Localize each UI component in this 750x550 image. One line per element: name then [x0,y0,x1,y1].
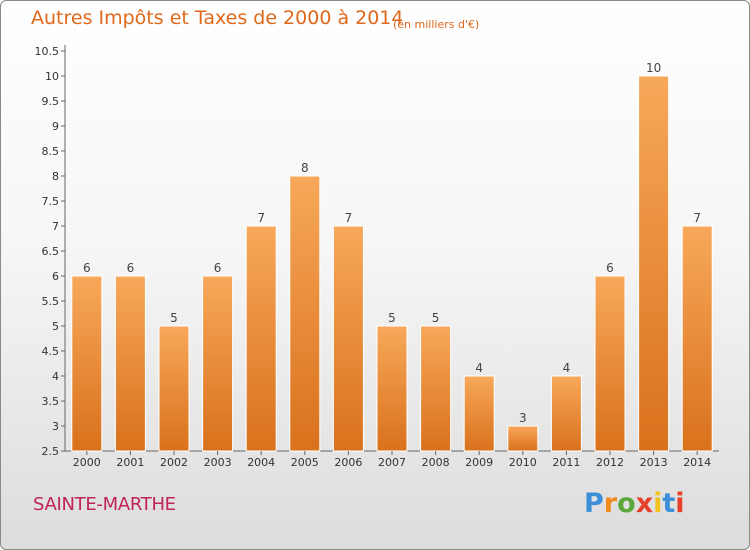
y-tick-label: 9.5 [42,95,60,108]
x-tick-label-2010: 2010 [509,456,537,469]
x-tick-label-2006: 2006 [334,456,362,469]
logo-letter: r [603,488,618,519]
x-tick-label-2005: 2005 [291,456,319,469]
bar-2006 [332,225,364,452]
data-label-2012: 6 [606,261,614,275]
y-tick-label: 6.5 [42,245,60,258]
logo-letter: x [635,488,654,519]
data-label-2003: 6 [214,261,222,275]
x-tick-label-2004: 2004 [247,456,275,469]
y-tick-label: 9 [52,120,59,133]
y-tick-label: 6 [52,270,59,283]
data-label-2006: 7 [345,211,353,225]
bar-2011 [550,375,582,452]
x-tick-label-2012: 2012 [596,456,624,469]
commune-name: SAINTE-MARTHE [33,494,176,515]
data-labels: 6 6 5 6 7 8 7 5 5 4 3 4 6 10 7 [83,61,701,425]
bar-2001 [114,275,146,452]
y-tick-label: 10.5 [35,45,60,58]
data-label-2011: 4 [563,361,571,375]
logo-letter: t [662,488,676,519]
logo-letter: o [617,488,636,519]
x-tick-label-2007: 2007 [378,456,406,469]
y-tick-label: 3.5 [42,395,60,408]
data-label-2001: 6 [127,261,135,275]
y-tick-label: 2.5 [42,445,60,458]
bar-2002 [158,325,190,452]
y-tick-label: 8.5 [42,145,60,158]
bar-2010 [507,425,539,452]
y-tick-label: 3 [52,420,59,433]
x-axis: 2000 2001 2002 2003 2004 2005 2006 2007 2008 2009… [73,451,711,469]
bar-2009 [463,375,495,452]
data-label-2009: 4 [475,361,483,375]
x-tick-label-2009: 2009 [465,456,493,469]
chart-title: Autres Impôts et Taxes de 2000 à 2014 [31,7,404,29]
y-tick-label: 4 [52,370,59,383]
bar-2012 [594,275,626,452]
data-label-2005: 8 [301,161,309,175]
bar-2013 [638,75,670,452]
logo-letter: i [653,488,663,519]
data-label-2000: 6 [83,261,91,275]
bar-2014 [681,225,713,452]
data-label-2013: 10 [646,61,661,75]
chart-subtitle: (en milliers d'€) [393,18,480,31]
data-label-2008: 5 [432,311,440,325]
x-tick-label-2003: 2003 [204,456,232,469]
y-tick-label: 8 [52,170,59,183]
data-label-2002: 5 [170,311,178,325]
proxiti-logo: Proxiti [584,488,685,519]
bar-2003 [202,275,234,452]
x-tick-label-2013: 2013 [640,456,668,469]
y-tick-label: 4.5 [42,345,60,358]
logo-letter: i [675,488,685,519]
x-tick-label-2011: 2011 [552,456,580,469]
y-tick-label: 5 [52,320,59,333]
bar-2004 [245,225,277,452]
bar-2005 [289,175,321,452]
x-tick-label-2008: 2008 [422,456,450,469]
data-label-2010: 3 [519,411,527,425]
x-tick-label-2001: 2001 [116,456,144,469]
data-label-2014: 7 [693,211,701,225]
bar-2007 [376,325,408,452]
y-tick-label: 7.5 [42,195,60,208]
y-tick-label: 10 [45,70,59,83]
x-tick-label-2000: 2000 [73,456,101,469]
bar-2000 [71,275,103,452]
data-label-2007: 5 [388,311,396,325]
bars [71,75,713,452]
logo-letter: P [584,488,604,519]
x-tick-label-2014: 2014 [683,456,711,469]
bar-2008 [420,325,452,452]
y-tick-label: 5.5 [42,295,60,308]
y-tick-label: 7 [52,220,59,233]
data-label-2004: 7 [257,211,265,225]
x-tick-label-2002: 2002 [160,456,188,469]
